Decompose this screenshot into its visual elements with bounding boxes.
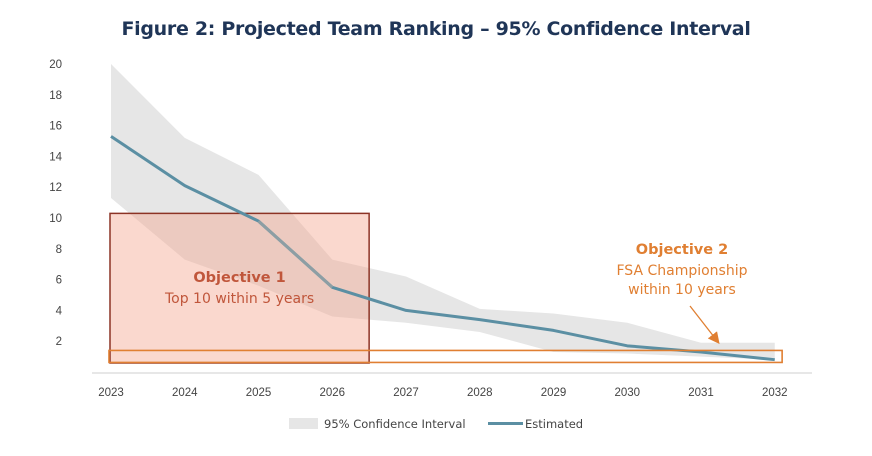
x-tick-label: 2026 — [319, 387, 345, 399]
x-tick-label: 2032 — [762, 387, 788, 399]
x-tick-label: 2029 — [541, 387, 567, 399]
y-tick-label: 8 — [56, 244, 62, 256]
x-tick-label: 2028 — [467, 387, 493, 399]
objective-2-text: FSA Championship — [616, 263, 747, 279]
y-tick-label: 4 — [56, 305, 63, 317]
confidence-interval-band — [111, 64, 775, 360]
legend: 95% Confidence Interval Estimated — [289, 417, 583, 431]
legend-label-confidence-interval: 95% Confidence Interval — [324, 417, 466, 431]
y-tick-label: 18 — [49, 90, 62, 102]
x-tick-label: 2027 — [393, 387, 419, 399]
estimated-line-layer — [110, 135, 775, 362]
x-tick-label: 2030 — [614, 387, 640, 399]
legend-label-estimated: Estimated — [525, 417, 583, 431]
axis-layer: 2023 2024 2025 2026 2027 2028 2029 2030 2031 2032… — [49, 59, 812, 399]
y-tick-label: 14 — [49, 151, 62, 163]
estimated-line — [110, 135, 775, 362]
y-tick-label: 20 — [49, 59, 62, 71]
y-tick-label: 16 — [49, 121, 62, 133]
x-tick-label: 2025 — [246, 387, 272, 399]
objective-2-text: within 10 years — [628, 282, 736, 298]
x-tick-label: 2024 — [172, 387, 198, 399]
estimated-line-overlap-segment — [257, 219, 334, 289]
y-tick-label: 6 — [56, 275, 62, 287]
chart-title: Figure 2: Projected Team Ranking – 95% C… — [121, 18, 751, 40]
objective-2-arrow — [689, 305, 720, 345]
y-tick-label: 2 — [56, 336, 62, 348]
legend-swatch-confidence-interval — [289, 418, 318, 429]
y-tick-label: 12 — [49, 182, 62, 194]
objective-1-box — [109, 212, 370, 364]
objective-2-box — [108, 349, 783, 364]
objective-1-text: Top 10 within 5 years — [164, 291, 314, 307]
x-tick-label: 2023 — [98, 387, 124, 399]
confidence-band-layer — [111, 64, 775, 360]
annotation-text-layer: Objective 1 Top 10 within 5 years Objectiv… — [108, 242, 783, 364]
objective-1-title: Objective 1 — [193, 270, 285, 286]
objective-2-title: Objective 2 — [636, 242, 728, 258]
objective-boxes-layer — [109, 212, 370, 364]
y-tick-label: 10 — [49, 213, 62, 225]
x-tick-label: 2031 — [688, 387, 714, 399]
